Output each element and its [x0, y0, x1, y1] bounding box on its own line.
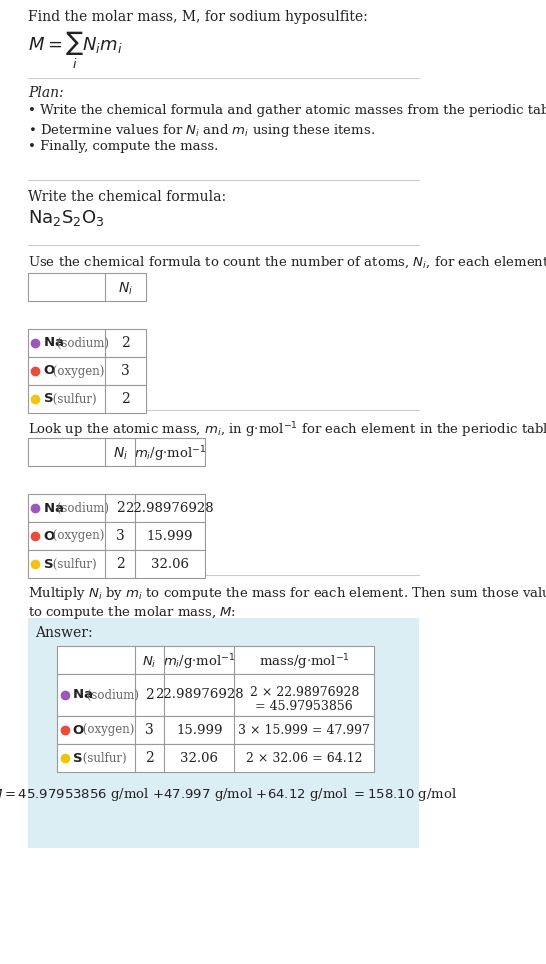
- Text: 3: 3: [145, 723, 154, 737]
- Text: $\bf{S}$: $\bf{S}$: [43, 392, 54, 406]
- Bar: [57, 646, 375, 674]
- Text: = 45.97953856: = 45.97953856: [256, 700, 353, 713]
- Text: Plan:: Plan:: [28, 86, 64, 100]
- Text: $\bf{S}$: $\bf{S}$: [72, 752, 83, 764]
- Text: Find the molar mass, M, for sodium hyposulfite:: Find the molar mass, M, for sodium hypos…: [28, 10, 368, 24]
- Bar: [28, 618, 419, 848]
- Text: 2 × 32.06 = 64.12: 2 × 32.06 = 64.12: [246, 752, 363, 764]
- Text: Multiply $N_i$ by $m_i$ to compute the mass for each element. Then sum those val: Multiply $N_i$ by $m_i$ to compute the m…: [28, 585, 546, 622]
- Text: $\bf{O}$: $\bf{O}$: [72, 724, 85, 736]
- Text: $m_i$/g$\cdot$mol$^{-1}$: $m_i$/g$\cdot$mol$^{-1}$: [163, 653, 236, 672]
- Text: 2: 2: [145, 688, 154, 702]
- Text: • Determine values for $N_i$ and $m_i$ using these items.: • Determine values for $N_i$ and $m_i$ u…: [28, 122, 375, 139]
- Text: $\bf{Na}$: $\bf{Na}$: [43, 336, 64, 350]
- Bar: [57, 744, 375, 772]
- Text: $N_i$: $N_i$: [112, 445, 128, 462]
- Text: • Write the chemical formula and gather atomic masses from the periodic table.: • Write the chemical formula and gather …: [28, 104, 546, 117]
- Text: 32.06: 32.06: [180, 752, 218, 764]
- Text: mass/g$\cdot$mol$^{-1}$: mass/g$\cdot$mol$^{-1}$: [259, 653, 350, 672]
- Text: 22.98976928: 22.98976928: [126, 501, 214, 515]
- Bar: [57, 716, 375, 744]
- Text: 3: 3: [116, 529, 124, 543]
- Text: $M = 45.97953856$ g/mol $+ 47.997$ g/mol $+ 64.12$ g/mol $= 158.10$ g/mol: $M = 45.97953856$ g/mol $+ 47.997$ g/mol…: [0, 786, 457, 803]
- Text: (sulfur): (sulfur): [49, 392, 97, 406]
- Text: Use the chemical formula to count the number of atoms, $N_i$, for each element:: Use the chemical formula to count the nu…: [28, 255, 546, 271]
- Text: $\bf{O}$: $\bf{O}$: [43, 364, 55, 378]
- Text: (sulfur): (sulfur): [79, 752, 127, 764]
- Text: (sodium): (sodium): [53, 501, 109, 515]
- Bar: [28, 494, 205, 522]
- Text: (sodium): (sodium): [53, 336, 109, 350]
- Text: Write the chemical formula:: Write the chemical formula:: [28, 190, 226, 204]
- Text: $M = \sum_i N_i m_i$: $M = \sum_i N_i m_i$: [28, 30, 122, 71]
- Text: 2: 2: [121, 392, 130, 406]
- Bar: [28, 522, 205, 550]
- Text: (oxygen): (oxygen): [79, 724, 134, 736]
- Text: (sulfur): (sulfur): [49, 557, 97, 571]
- Text: 3: 3: [121, 364, 130, 378]
- Text: 32.06: 32.06: [151, 557, 189, 571]
- Text: 2: 2: [121, 336, 130, 350]
- Text: $\bf{Na}$: $\bf{Na}$: [72, 688, 93, 702]
- Text: 22.98976928: 22.98976928: [155, 688, 244, 702]
- Text: Answer:: Answer:: [35, 626, 93, 640]
- Text: (sodium): (sodium): [82, 688, 139, 702]
- Text: $\mathrm{Na_2S_2O_3}$: $\mathrm{Na_2S_2O_3}$: [28, 208, 105, 228]
- Text: $N_i$: $N_i$: [118, 281, 133, 297]
- Text: • Finally, compute the mass.: • Finally, compute the mass.: [28, 140, 218, 153]
- Bar: [28, 438, 205, 466]
- Text: 2 × 22.98976928: 2 × 22.98976928: [250, 686, 359, 699]
- Text: 2: 2: [116, 501, 124, 515]
- Text: $\bf{S}$: $\bf{S}$: [43, 557, 54, 571]
- Text: (oxygen): (oxygen): [49, 364, 105, 378]
- Bar: [28, 329, 146, 357]
- Text: $\bf{Na}$: $\bf{Na}$: [43, 501, 64, 515]
- Bar: [28, 273, 146, 301]
- Text: 15.999: 15.999: [147, 529, 193, 543]
- Bar: [28, 550, 205, 578]
- Bar: [28, 357, 146, 385]
- Text: $\bf{O}$: $\bf{O}$: [43, 529, 55, 543]
- Bar: [57, 674, 375, 716]
- Text: Look up the atomic mass, $m_i$, in g$\cdot$mol$^{-1}$ for each element in the pe: Look up the atomic mass, $m_i$, in g$\cd…: [28, 420, 546, 440]
- Text: $N_i$: $N_i$: [143, 655, 157, 670]
- Bar: [28, 385, 146, 413]
- Text: 2: 2: [116, 557, 124, 571]
- Text: 2: 2: [145, 751, 154, 765]
- Text: (oxygen): (oxygen): [49, 529, 105, 543]
- Text: 15.999: 15.999: [176, 724, 223, 736]
- Text: $m_i$/g$\cdot$mol$^{-1}$: $m_i$/g$\cdot$mol$^{-1}$: [134, 444, 206, 464]
- Text: 3 × 15.999 = 47.997: 3 × 15.999 = 47.997: [239, 724, 370, 736]
